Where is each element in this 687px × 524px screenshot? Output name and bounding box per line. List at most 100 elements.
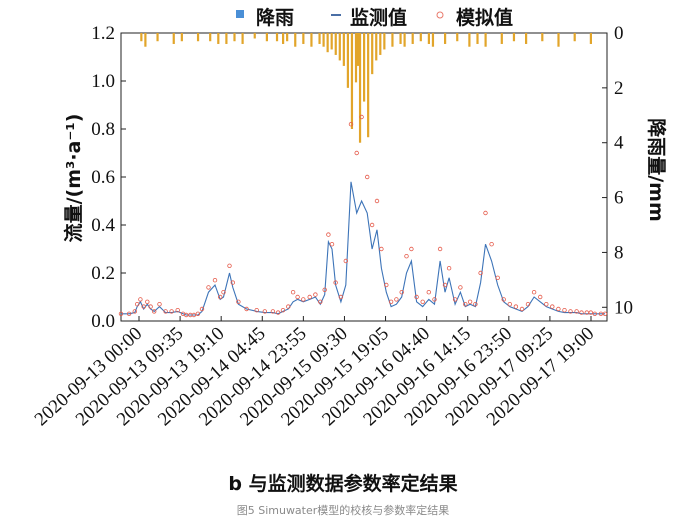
simulated-point	[318, 299, 323, 304]
simulated-point	[333, 280, 338, 285]
rain-bar	[512, 33, 516, 42]
simulated-point	[244, 306, 249, 312]
rain-bar	[525, 33, 528, 44]
rain-bar	[275, 33, 279, 42]
simulated-point	[132, 309, 137, 314]
simulated-point	[148, 304, 153, 309]
simulated-point	[301, 297, 306, 302]
rain-bar	[476, 33, 479, 44]
rain-bar	[265, 33, 268, 42]
simulated-point	[212, 278, 218, 283]
simulated-point	[118, 311, 124, 316]
simulated-point	[236, 299, 241, 304]
simulated-point	[519, 306, 525, 312]
simulated-point	[343, 258, 348, 264]
rain-bar	[541, 33, 544, 42]
rain-bar	[350, 33, 354, 129]
simulated-point	[513, 304, 519, 309]
simulated-point	[525, 302, 531, 307]
y-right-tick-label: 6	[614, 188, 624, 209]
legend-observed-label: 监测值	[350, 6, 407, 29]
simulated-point	[348, 121, 354, 127]
simulated-point	[420, 299, 425, 304]
rain-bars	[140, 33, 592, 143]
rain-bar	[286, 33, 289, 42]
simulated-point	[206, 285, 211, 290]
simulated-point	[369, 222, 375, 228]
simulated-point	[538, 294, 543, 300]
simulated-point	[574, 309, 579, 314]
simulated-point	[602, 311, 608, 316]
simulated-point	[199, 306, 205, 312]
rain-bar	[371, 33, 374, 75]
rain-bar	[225, 33, 228, 44]
simulated-point	[432, 297, 437, 302]
simulated-point	[568, 309, 573, 314]
simulated-point	[452, 297, 458, 302]
simulated-point	[394, 297, 399, 302]
simulated-point	[290, 290, 296, 295]
rain-bar	[342, 33, 345, 66]
y-right-title: 降雨量/mm	[645, 118, 668, 222]
simulated-point	[426, 290, 431, 295]
simulated-point	[134, 302, 140, 307]
rain-bar	[209, 33, 212, 42]
simulated-point	[275, 310, 281, 315]
right-axis: 0 2 4 6 8 10	[602, 23, 633, 318]
simulated-point	[507, 302, 512, 307]
rain-bar	[318, 33, 321, 44]
simulated-point	[409, 246, 414, 252]
y-left-tick-label: 0.2	[91, 263, 115, 284]
simulated-point	[326, 232, 331, 237]
rain-bar	[356, 33, 360, 66]
rain-bar	[196, 33, 200, 42]
left-axis: 0.0 0.2 0.4 0.6 0.8 1.0 1.2	[91, 23, 126, 332]
rain-bar	[427, 33, 430, 44]
simulated-point	[145, 299, 150, 304]
simulated-point	[374, 198, 380, 204]
simulated-point	[254, 308, 259, 313]
rain-bar	[363, 33, 366, 102]
simulated-point	[354, 150, 359, 156]
simulated-point	[151, 309, 157, 314]
y-right-tick-label: 0	[614, 23, 624, 44]
simulated-point	[556, 306, 561, 312]
simulated-point	[483, 210, 488, 216]
legend-rain-label: 降雨	[256, 6, 294, 29]
simulated-point	[399, 290, 404, 295]
simulated-point	[359, 114, 364, 120]
simulated-point	[280, 308, 286, 313]
y-left-tick-label: 1.0	[91, 71, 115, 92]
y-left-title: 流量/(m³·a⁻¹)	[62, 114, 85, 243]
simulated-point	[598, 311, 604, 316]
rain-bar	[399, 33, 402, 44]
rain-bar	[484, 33, 487, 47]
figure-caption: 图5 Simuwater模型的校核与参数率定结果	[237, 503, 450, 517]
rain-bar	[330, 33, 333, 50]
simulated-point	[295, 294, 300, 300]
simulated-point	[270, 309, 276, 314]
simulated-point	[489, 241, 494, 247]
observed-series	[121, 181, 605, 316]
simulated-point	[191, 312, 197, 318]
simulated-point	[183, 312, 189, 318]
rain-bar	[419, 33, 422, 42]
rain-bar	[456, 33, 459, 42]
simulated-point	[126, 311, 132, 316]
simulated-point	[501, 297, 506, 302]
simulated-point	[384, 282, 389, 288]
rain-bar	[431, 33, 435, 47]
rain-bar	[379, 33, 382, 55]
y-right-tick-label: 2	[614, 78, 624, 99]
simulated-point	[388, 299, 394, 304]
simulated-point	[175, 308, 180, 313]
y-right-tick-label: 10	[614, 297, 633, 318]
rain-bar	[334, 33, 337, 55]
rain-bar	[589, 33, 592, 44]
simulated-point	[365, 174, 370, 180]
rain-bar	[156, 33, 159, 42]
simulated-point	[379, 246, 384, 252]
simulated-point	[414, 294, 419, 300]
simulated-point	[217, 294, 223, 300]
